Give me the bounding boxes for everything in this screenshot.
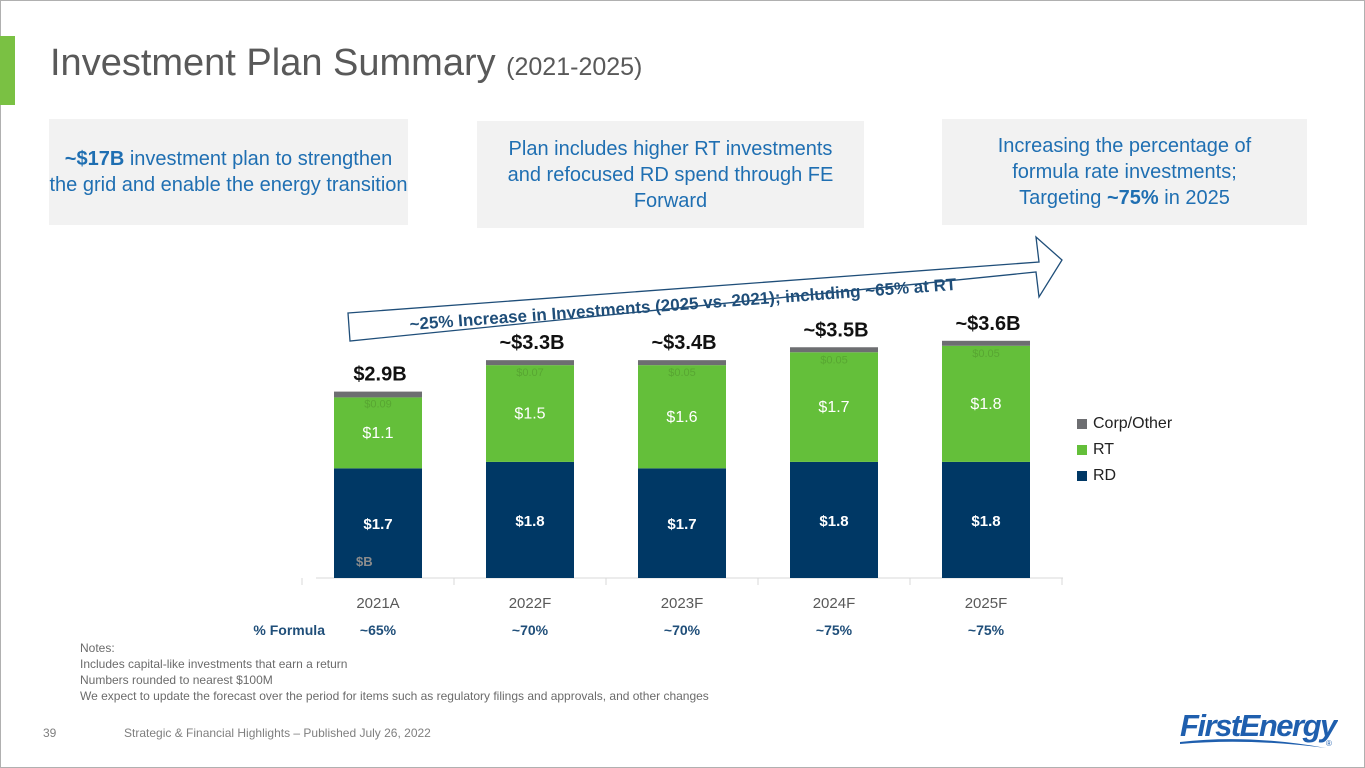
data-label-rt: $1.8 xyxy=(970,396,1001,413)
note-line: Numbers rounded to nearest $100M xyxy=(80,673,273,687)
footer-text: Strategic & Financial Highlights – Publi… xyxy=(124,726,431,740)
callout-3-bold: ~75% xyxy=(1106,187,1159,209)
chart-legend: Corp/Other RT RD xyxy=(1077,411,1172,489)
legend-item-corp-other: Corp/Other xyxy=(1077,411,1172,437)
bar-rd-2022f xyxy=(486,461,574,578)
bar-rt-2023f xyxy=(638,365,726,469)
formula-value: ~70% xyxy=(512,622,549,638)
data-label-rt: $1.7 xyxy=(818,399,849,416)
bar-rt-2025f xyxy=(942,345,1030,462)
total-label: ~$3.5B xyxy=(803,319,868,341)
logo-text: FirstEnergy xyxy=(1180,708,1338,743)
x-tick-label: 2022F xyxy=(509,595,552,612)
legend-label-rt: RT xyxy=(1093,441,1115,458)
bar-corp-other-2021a xyxy=(334,391,422,398)
data-label-rt: $1.5 xyxy=(514,406,545,423)
callout-3-text-before: Increasing the percentage of formula rat… xyxy=(997,135,1252,209)
logo-swoosh xyxy=(1180,739,1326,748)
bar-corp-other-2024f xyxy=(790,347,878,353)
bar-rt-2024f xyxy=(790,352,878,462)
data-label-rd: $1.8 xyxy=(971,513,1000,530)
x-tick-label: 2023F xyxy=(661,595,704,612)
legend-item-rd: RD xyxy=(1077,463,1172,489)
data-label-rd: $1.8 xyxy=(515,513,544,530)
callout-1-text: investment plan to strengthen the grid a… xyxy=(49,148,408,196)
notes: Notes: Includes capital-like investments… xyxy=(80,640,709,704)
data-label-corp-other: $0.09 xyxy=(364,399,392,411)
y-unit-label: $B xyxy=(356,554,373,569)
formula-value: ~75% xyxy=(968,622,1005,638)
bar-rd-2025f xyxy=(942,461,1030,578)
x-tick-label: 2024F xyxy=(813,595,856,612)
legend-label-rd: RD xyxy=(1093,467,1117,484)
data-label-rd: $1.8 xyxy=(819,513,848,530)
legend-swatch-rt xyxy=(1077,445,1087,455)
legend-item-rt: RT xyxy=(1077,437,1172,463)
data-label-rd: $1.7 xyxy=(667,516,696,533)
callout-investment-plan: ~$17B investment plan to strengthen the … xyxy=(49,119,408,225)
x-tick-label: 2021A xyxy=(356,595,399,612)
callout-1-bold: ~$17B xyxy=(64,148,125,170)
note-line: Includes capital-like investments that e… xyxy=(80,657,348,671)
formula-value: ~75% xyxy=(816,622,853,638)
title-suffix: (2021-2025) xyxy=(506,53,643,81)
note-line: We expect to update the forecast over th… xyxy=(80,689,709,703)
bar-rt-2022f xyxy=(486,365,574,462)
formula-value: ~70% xyxy=(664,622,701,638)
data-label-corp-other: $0.07 xyxy=(516,367,544,379)
data-label-corp-other: $0.05 xyxy=(668,367,696,379)
data-label-corp-other: $0.05 xyxy=(972,348,1000,360)
firstenergy-logo: FirstEnergy ® xyxy=(1180,708,1338,748)
callout-3-text-after: in 2025 xyxy=(1158,187,1230,209)
data-label-rt: $1.6 xyxy=(666,409,697,426)
formula-value: ~65% xyxy=(360,622,397,638)
total-label: ~$3.4B xyxy=(651,332,716,354)
data-label-rd: $1.7 xyxy=(363,516,392,533)
total-label: ~$3.3B xyxy=(499,332,564,354)
bar-rd-2023f xyxy=(638,468,726,578)
bar-rt-2021a xyxy=(334,397,422,469)
bar-rd-2024f xyxy=(790,461,878,578)
bar-corp-other-2023f xyxy=(638,360,726,366)
legend-label-corp-other: Corp/Other xyxy=(1093,415,1173,432)
growth-arrow-shape xyxy=(347,235,1063,342)
bar-corp-other-2025f xyxy=(942,340,1030,346)
x-tick-label: 2025F xyxy=(965,595,1008,612)
title-main: Investment Plan Summary xyxy=(50,42,496,84)
callout-formula-rate: Increasing the percentage of formula rat… xyxy=(942,119,1307,225)
total-label: ~$3.6B xyxy=(955,313,1020,335)
notes-heading: Notes: xyxy=(80,641,115,655)
legend-swatch-corp-other xyxy=(1077,419,1087,429)
data-label-rt: $1.1 xyxy=(362,425,393,442)
data-label-corp-other: $0.05 xyxy=(820,354,848,366)
bar-rd-2021a xyxy=(334,468,422,578)
callout-2-text: Plan includes higher RT investments and … xyxy=(507,137,834,212)
title-accent-bar xyxy=(0,36,15,105)
total-label: $2.9B xyxy=(353,364,406,386)
logo-registered-mark: ® xyxy=(1326,739,1332,748)
callout-rt-investments: Plan includes higher RT investments and … xyxy=(477,121,864,228)
formula-label: % Formula xyxy=(253,622,325,638)
slide-number: 39 xyxy=(43,726,57,740)
page-title: Investment Plan Summary (2021-2025) xyxy=(50,42,642,85)
bar-corp-other-2022f xyxy=(486,360,574,366)
legend-swatch-rd xyxy=(1077,471,1087,481)
